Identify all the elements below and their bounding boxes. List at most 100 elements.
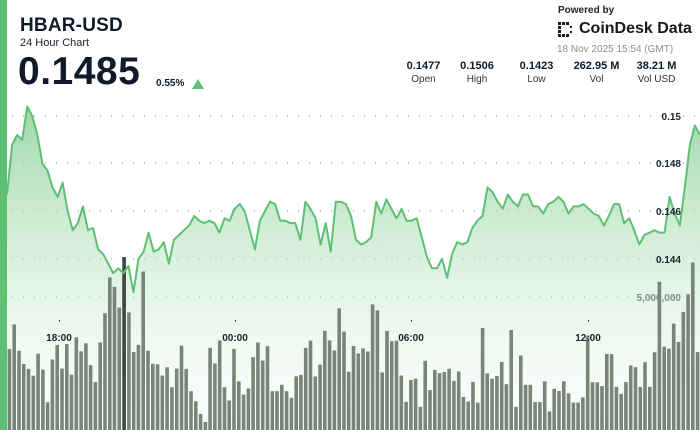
volume-bar (495, 376, 499, 430)
stats-row: 0.1477 Open 0.1506 High 0.1423 Low 262.9… (400, 60, 686, 85)
volume-bar (222, 387, 227, 430)
stat-open: 0.1477 Open (406, 60, 441, 85)
volume-bar (538, 402, 542, 430)
volume-bar (198, 414, 203, 430)
volume-bar (547, 411, 552, 430)
volume-bar (452, 380, 456, 430)
volume-bar (88, 365, 93, 430)
volume-bar (127, 312, 131, 430)
volume-bar (323, 330, 327, 430)
volume-bar (270, 391, 275, 430)
up-arrow-icon (192, 79, 204, 89)
volume-bar (399, 375, 404, 430)
volume-bar (189, 391, 193, 430)
volume-bar (562, 381, 566, 430)
volume-bar (418, 406, 423, 430)
volume-bar (413, 378, 418, 430)
volume-bar (542, 381, 547, 430)
volume-bar (108, 277, 112, 430)
volume-bar (12, 324, 16, 430)
volume-bar (41, 369, 45, 430)
volume-bar (609, 354, 614, 430)
volume-bar (260, 360, 265, 430)
volume-bar (585, 336, 590, 430)
volume-bar (93, 382, 98, 430)
volume-bar (194, 401, 198, 430)
volume-bar (595, 382, 600, 430)
x-tick-label: 00:00 (222, 333, 248, 344)
volume-bar (485, 373, 490, 430)
volume-bar (490, 378, 494, 430)
volume-bar (552, 388, 556, 430)
volume-bar (480, 327, 485, 430)
stat-low: 0.1423 Low (519, 60, 554, 85)
volume-bar (227, 400, 231, 430)
volume-bar (461, 397, 466, 430)
volume-bar (146, 350, 150, 430)
volume-bar (447, 368, 451, 430)
volume-bar (351, 345, 356, 430)
volume-bar (50, 359, 55, 430)
volume-bar (303, 347, 308, 430)
volume-bar (676, 342, 681, 430)
volume-bar (36, 353, 40, 430)
volume-bar (686, 294, 690, 430)
volume-bar (643, 362, 647, 430)
volume-bar (590, 382, 595, 430)
volume-bar (79, 351, 83, 430)
volume-bar (576, 402, 580, 430)
volume-bar (437, 373, 442, 430)
volume-bar (112, 286, 117, 430)
y-tick-label: 0.144 (656, 255, 681, 266)
volume-bar (423, 360, 427, 430)
volume-bar (514, 406, 518, 430)
volume-bar (370, 304, 375, 430)
volume-bar (571, 402, 576, 430)
x-axis-labels: 18:00 00:00 06:00 12:00 (46, 320, 601, 344)
volume-bar (179, 345, 184, 430)
volume-bar (165, 367, 169, 430)
volume-bar (648, 386, 652, 430)
stat-vol-usd: 38.21 M Vol USD (636, 60, 677, 85)
volume-bar (284, 391, 289, 430)
volume-bar (31, 375, 36, 430)
y-tick-label: 0.15 (662, 112, 682, 123)
volume-bar (203, 422, 208, 430)
volume-bar (208, 347, 212, 430)
volume-bar (691, 262, 695, 430)
volume-bar (55, 344, 59, 430)
volume-bar (389, 341, 394, 430)
volume-bar (528, 384, 533, 430)
y-tick-label: 0.146 (656, 207, 681, 218)
volume-bar (160, 375, 165, 430)
volume-bar (241, 394, 246, 430)
volume-bar (346, 371, 351, 430)
volume-bar (433, 369, 437, 430)
volume-bar (662, 346, 666, 430)
volume-bar (471, 381, 475, 430)
volume-bar (600, 386, 604, 430)
volume-bar (327, 340, 332, 430)
page-title: HBAR-USD (20, 15, 123, 36)
powered-by-label: Powered by (558, 5, 615, 16)
volume-bar (499, 361, 504, 430)
volume-bar (275, 391, 279, 430)
volume-bar (232, 348, 236, 430)
volume-bar (7, 348, 12, 430)
volume-bar (614, 386, 619, 430)
coindesk-logo-icon (558, 21, 572, 37)
current-price: 0.1485 (18, 50, 141, 93)
x-tick-label: 18:00 (46, 333, 72, 344)
volume-bar (308, 340, 313, 430)
volume-bar (170, 387, 174, 430)
volume-bar (318, 364, 322, 430)
volume-bar (131, 352, 136, 430)
volume-bar (456, 371, 461, 430)
x-tick-label: 06:00 (398, 333, 424, 344)
volume-bar (265, 346, 270, 430)
volume-bar (65, 344, 69, 430)
volume-bar (74, 337, 79, 430)
volume-bar (299, 374, 303, 430)
volume-bar (155, 364, 160, 430)
